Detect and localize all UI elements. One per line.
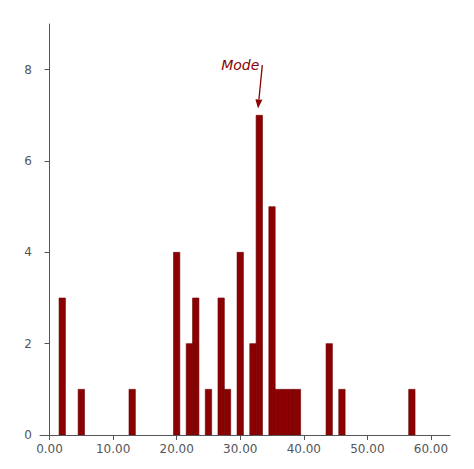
svg-text:2: 2: [24, 337, 32, 351]
svg-text:60.00: 60.00: [414, 442, 448, 456]
svg-text:40.00: 40.00: [287, 442, 321, 456]
svg-text:8: 8: [24, 63, 32, 77]
svg-text:Mode: Mode: [221, 57, 259, 73]
svg-text:0.00: 0.00: [36, 442, 63, 456]
svg-text:20.00: 20.00: [159, 442, 193, 456]
svg-text:30.00: 30.00: [223, 442, 257, 456]
svg-text:10.00: 10.00: [96, 442, 130, 456]
svg-text:6: 6: [24, 154, 32, 168]
svg-text:0: 0: [24, 428, 32, 442]
svg-text:50.00: 50.00: [350, 442, 384, 456]
svg-text:4: 4: [24, 245, 32, 259]
